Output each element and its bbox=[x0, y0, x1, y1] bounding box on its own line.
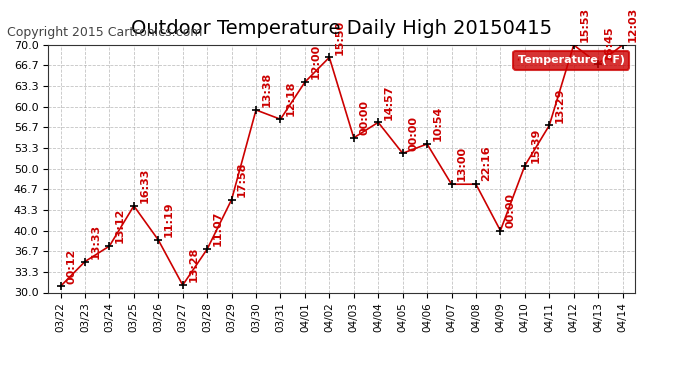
Text: 15:39: 15:39 bbox=[531, 128, 540, 163]
Text: 17:58: 17:58 bbox=[237, 162, 247, 197]
Text: 22:16: 22:16 bbox=[482, 146, 491, 182]
Text: 14:57: 14:57 bbox=[384, 84, 394, 120]
Text: 16:45: 16:45 bbox=[604, 25, 613, 61]
Text: 11:19: 11:19 bbox=[164, 201, 174, 237]
Text: 12:18: 12:18 bbox=[286, 81, 296, 117]
Text: 16:33: 16:33 bbox=[139, 168, 150, 203]
Text: 12:03: 12:03 bbox=[628, 7, 638, 42]
Text: 13:28: 13:28 bbox=[188, 247, 198, 282]
Text: 00:00: 00:00 bbox=[408, 116, 418, 150]
Text: 12:00: 12:00 bbox=[310, 44, 320, 80]
Text: 15:50: 15:50 bbox=[335, 20, 345, 55]
Text: 00:00: 00:00 bbox=[359, 100, 369, 135]
Text: 11:07: 11:07 bbox=[213, 211, 223, 246]
Text: 15:53: 15:53 bbox=[580, 7, 589, 42]
Text: 13:00: 13:00 bbox=[457, 146, 467, 182]
Text: Copyright 2015 Cartronics.com: Copyright 2015 Cartronics.com bbox=[7, 26, 202, 39]
Legend: Temperature (°F): Temperature (°F) bbox=[513, 51, 629, 69]
Text: 13:38: 13:38 bbox=[262, 72, 272, 107]
Text: 00:12: 00:12 bbox=[66, 248, 76, 284]
Text: 13:29: 13:29 bbox=[555, 87, 565, 123]
Title: Outdoor Temperature Daily High 20150415: Outdoor Temperature Daily High 20150415 bbox=[131, 19, 552, 38]
Text: 13:12: 13:12 bbox=[115, 208, 125, 243]
Text: 10:54: 10:54 bbox=[433, 106, 443, 141]
Text: 13:33: 13:33 bbox=[90, 224, 101, 259]
Text: 00:00: 00:00 bbox=[506, 193, 516, 228]
